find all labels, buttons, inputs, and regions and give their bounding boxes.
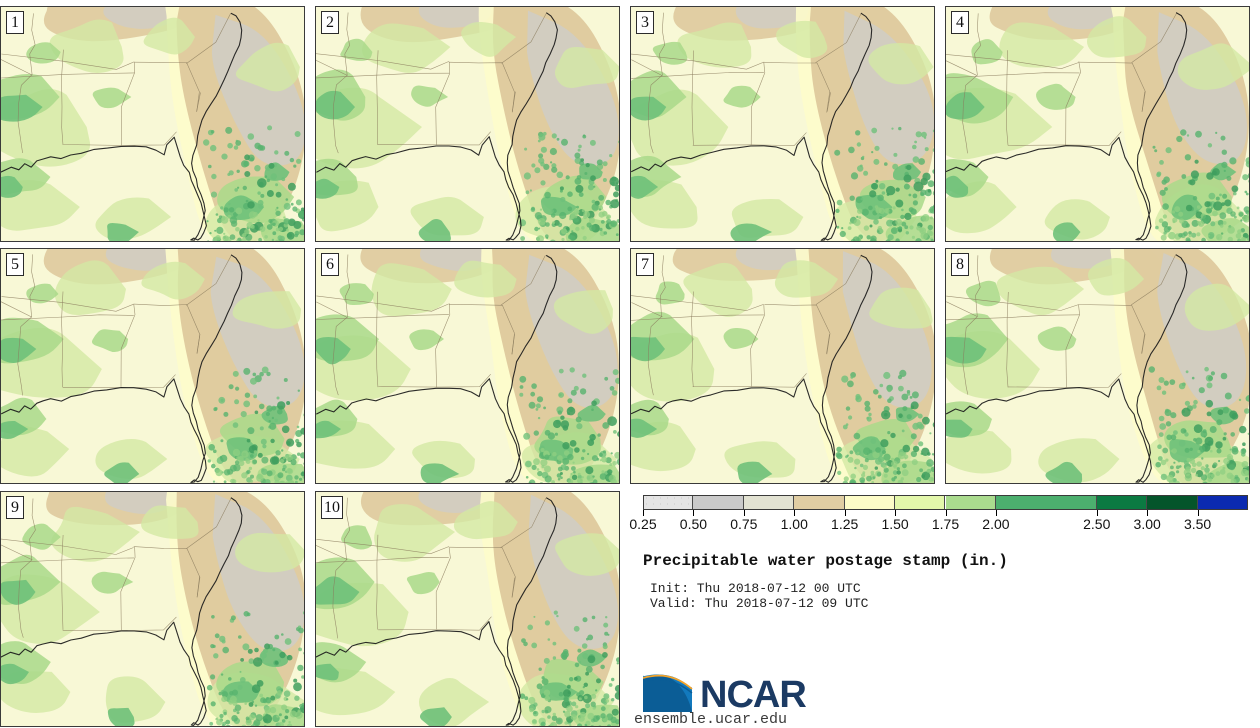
svg-text:NCAR: NCAR <box>700 674 806 714</box>
